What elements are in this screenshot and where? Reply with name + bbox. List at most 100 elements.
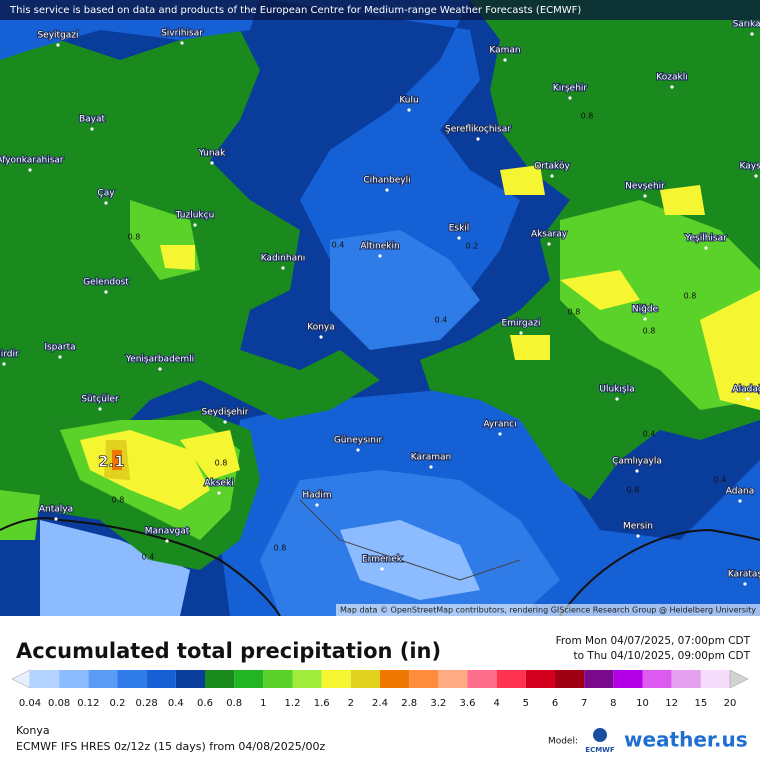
city-label: Eskil <box>449 224 470 234</box>
legend-swatch <box>613 670 643 688</box>
city-dot <box>90 127 94 131</box>
legend-level: 0.4 <box>168 698 184 709</box>
legend-level: 0.08 <box>48 698 70 709</box>
city-dot <box>58 355 62 359</box>
city-label: Kulu <box>399 96 418 106</box>
legend-title: Accumulated total precipitation (in) <box>16 639 441 663</box>
city-dot <box>498 432 502 436</box>
light-green-area <box>0 490 40 540</box>
city-label: Manavgat <box>145 527 190 537</box>
legend-level: 2.4 <box>372 698 388 709</box>
contour-label: 0.4 <box>435 316 448 325</box>
city-dot <box>54 517 58 521</box>
city-label: Şereflikoçhisar <box>445 125 511 135</box>
header-notice: This service is based on data and produc… <box>9 5 581 16</box>
legend-arrow <box>729 669 749 689</box>
city-label: Seydişehir <box>202 408 249 418</box>
city-label: Yunak <box>198 149 226 159</box>
contour-label: 0.4 <box>714 476 727 485</box>
city-label: Ortaköy <box>534 162 570 172</box>
city-label: Akseki <box>204 479 233 489</box>
city-label: Karataş <box>728 570 760 580</box>
city-label: Ermenek <box>362 555 403 565</box>
legend-level: 0.28 <box>136 698 158 709</box>
city-label: Aksaray <box>531 230 568 240</box>
city-dot <box>635 469 639 473</box>
city-label: Cihanbeyli <box>363 176 410 186</box>
city-label: Nevşehir <box>625 182 665 192</box>
legend-swatch <box>350 670 380 688</box>
cities: Seyitgazi Sivrihisar Kaman Sarıkaya Kozaklı K… <box>0 19 760 586</box>
city-label: Yeşilhisar <box>684 234 727 244</box>
city-label: Eğirdir <box>0 350 19 360</box>
legend-level: 7 <box>581 698 587 709</box>
border <box>299 499 521 581</box>
city-dot <box>407 108 411 112</box>
legend-swatch <box>380 670 410 688</box>
contour-label: 0.8 <box>627 486 640 495</box>
city-label: Sütçüler <box>81 395 119 405</box>
model-run: ECMWF IFS HRES 0z/12z (15 days) from 04/… <box>16 740 326 753</box>
contour-label: 0.8 <box>112 496 125 505</box>
legend-level: 10 <box>636 698 649 709</box>
contour-label: 0.2 <box>466 242 479 251</box>
city-dot <box>319 335 323 339</box>
city-label: Aladağ <box>732 385 760 395</box>
city-dot <box>217 491 221 495</box>
city-dot <box>56 43 60 47</box>
city-dot <box>281 266 285 270</box>
yellow-area <box>560 270 640 310</box>
contour-label: 0.8 <box>684 292 697 301</box>
legend-swatch <box>496 670 526 688</box>
header-bar <box>0 0 760 20</box>
legend-swatch <box>234 670 264 688</box>
legend-arrow <box>11 669 31 689</box>
city-dot <box>315 503 319 507</box>
city-dot <box>104 290 108 294</box>
city-label: Hadim <box>302 491 331 501</box>
blue-area <box>330 230 480 350</box>
ecmwf-logo <box>593 728 607 742</box>
legend-level: 15 <box>694 698 707 709</box>
city-dot <box>670 85 674 89</box>
contour-label: 0.8 <box>274 544 287 553</box>
map: Seyitgazi Sivrihisar Kaman Sarıkaya Kozaklı K… <box>0 0 760 616</box>
city-label: Isparta <box>44 343 75 353</box>
legend-swatch <box>555 670 585 688</box>
legend-swatch <box>700 670 730 688</box>
city-dot <box>754 174 758 178</box>
city-dot <box>378 254 382 258</box>
city-dot <box>356 448 360 452</box>
city-dot <box>643 194 647 198</box>
city-dot <box>380 567 384 571</box>
contour-label: 0.4 <box>332 241 345 250</box>
ecmwf-label: ECMWF <box>585 746 615 754</box>
city-dot <box>503 58 507 62</box>
legend-level: 0.8 <box>226 698 242 709</box>
city-dot <box>457 236 461 240</box>
coastline <box>0 517 281 616</box>
legend-level: 3.6 <box>460 698 476 709</box>
city-label: Karaman <box>411 453 451 463</box>
legend-level: 5 <box>523 698 529 709</box>
city-dot <box>636 534 640 538</box>
city-dot <box>429 465 433 469</box>
city-label: Seyitgazi <box>37 31 78 41</box>
city-label: Mersin <box>623 522 653 532</box>
legend-level: 4 <box>493 698 499 709</box>
legend-level: 3.2 <box>430 698 446 709</box>
legend-swatch <box>263 670 293 688</box>
city-dot <box>385 188 389 192</box>
legend-level: 6 <box>552 698 558 709</box>
city-label: Sivrihisar <box>161 29 203 39</box>
legend-swatch <box>642 670 672 688</box>
period-from: From Mon 04/07/2025, 07:00pm CDT <box>556 635 751 647</box>
city-dot <box>210 161 214 165</box>
city-label: Yenişarbademli <box>125 355 194 365</box>
legend-level: 8 <box>610 698 616 709</box>
city-label: Kozaklı <box>656 73 687 83</box>
city-label: Kayseri <box>739 162 760 172</box>
city-dot <box>2 362 6 366</box>
